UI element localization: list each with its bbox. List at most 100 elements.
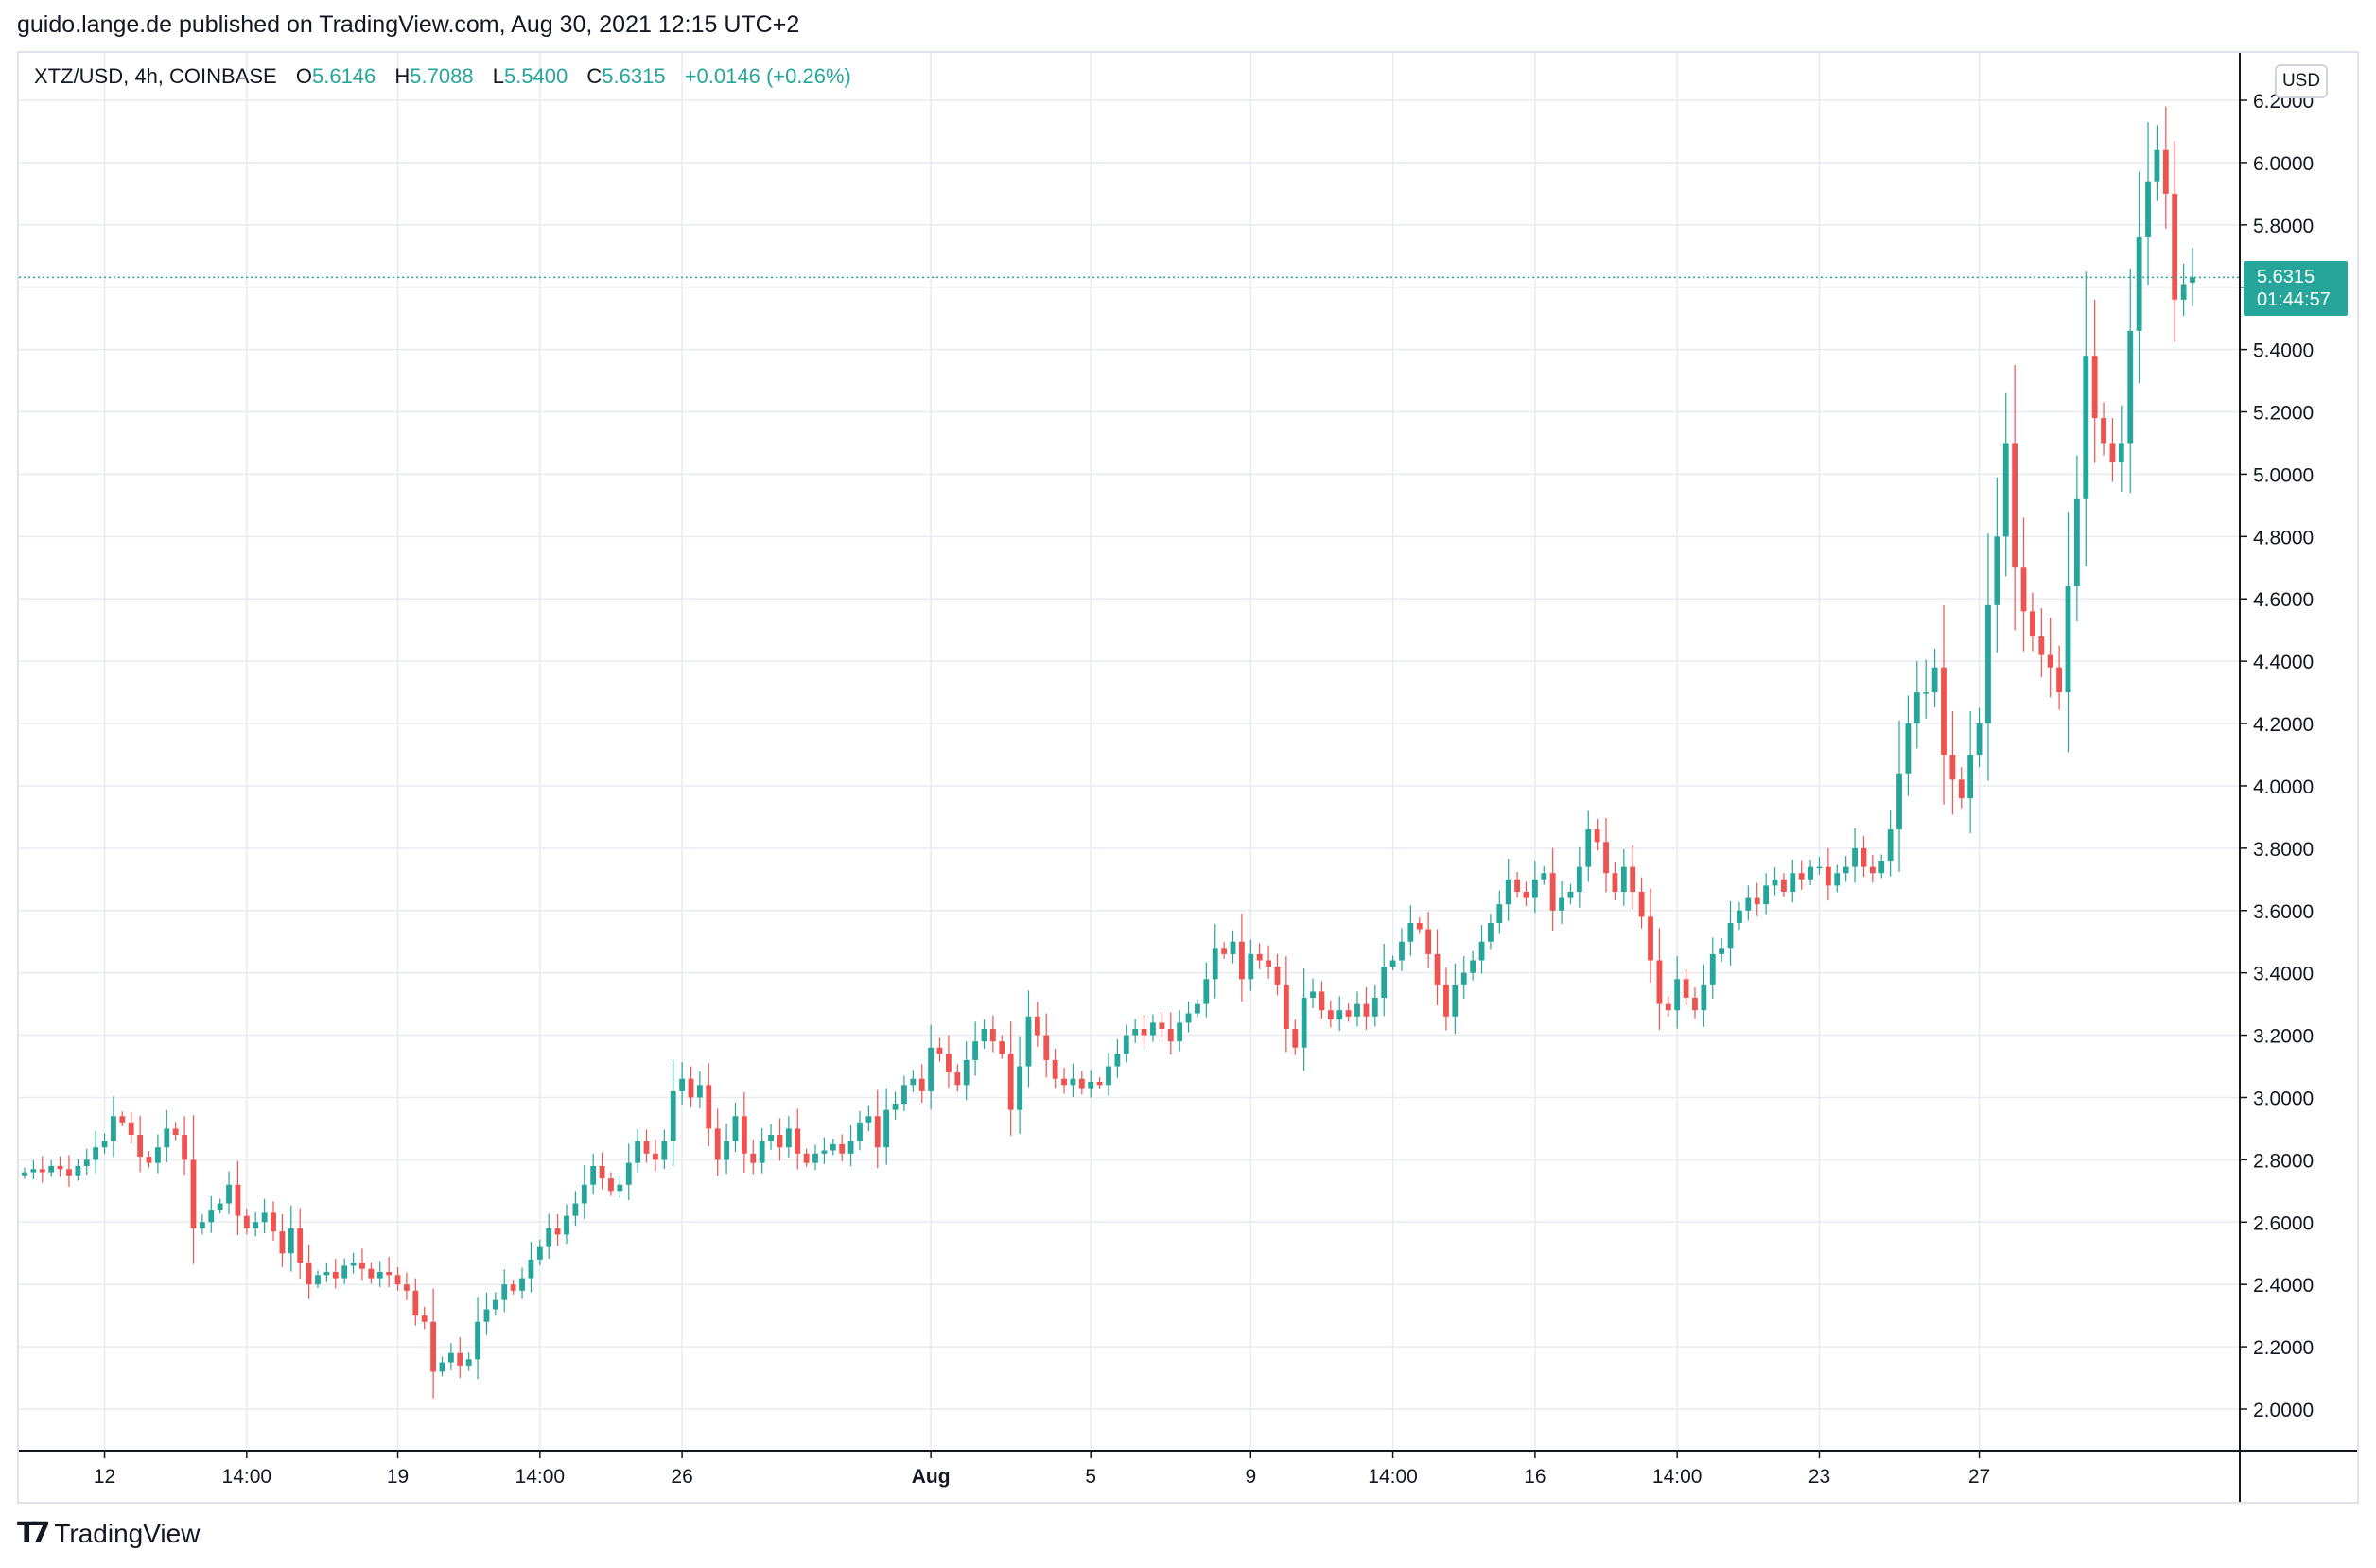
candle-body [1185, 1013, 1192, 1023]
candle-body [1834, 873, 1841, 886]
candle-body [341, 1265, 348, 1279]
candle-body [1896, 773, 1902, 830]
y-tick-label: 5.2000 [2253, 403, 2314, 425]
candle-body [1780, 879, 1787, 892]
candle-body [714, 1128, 721, 1160]
candle-body [599, 1165, 605, 1179]
candle-body [2073, 498, 2080, 587]
candle-body [572, 1203, 579, 1216]
candle-body [1283, 984, 1289, 1029]
candle-body [528, 1259, 534, 1279]
candle-body [1638, 891, 1645, 917]
candle-body [1701, 984, 1707, 1011]
candle-body [821, 1150, 828, 1154]
candle-body [1195, 1003, 1200, 1014]
symbol-legend: XTZ/USD, 4h, COINBASE O5.6146 H5.7088 L5… [34, 64, 851, 89]
candle-body [1496, 904, 1503, 923]
candle-body [2190, 277, 2195, 283]
candle-body [1336, 1010, 1343, 1020]
tradingview-logo[interactable]: T7 TradingView [17, 1517, 200, 1550]
candle-body [768, 1135, 774, 1141]
candle-body [1132, 1028, 1139, 1036]
candle-body [963, 1059, 970, 1086]
bar-countdown: 01:44:57 [2257, 289, 2331, 310]
candle-body [2145, 181, 2151, 237]
candle-body [1790, 873, 1796, 892]
candle-body [1292, 1028, 1299, 1048]
candle-body [226, 1184, 232, 1204]
candle-body [1665, 1003, 1671, 1011]
candle-body [1007, 1054, 1014, 1110]
candle-body [1594, 829, 1600, 843]
candle-body [999, 1041, 1005, 1054]
candle-body [1683, 979, 1689, 999]
candle-body [1238, 941, 1245, 980]
x-tick-label: 26 [671, 1466, 692, 1488]
candle-body [1603, 842, 1609, 874]
candle-body [724, 1141, 729, 1160]
high-label: H [394, 64, 411, 88]
symbol-label: XTZ/USD, 4h, COINBASE [34, 64, 277, 88]
candle-body [1301, 998, 1307, 1048]
candle-body [492, 1299, 498, 1310]
y-tick-label: 4.4000 [2253, 652, 2314, 673]
last-price-value: 5.6315 [2257, 267, 2315, 287]
candle-body [1354, 1003, 1360, 1017]
tradingview-logo-icon: T7 [17, 1517, 50, 1550]
candle-body [1017, 1066, 1022, 1110]
candle-body [928, 1047, 935, 1091]
candle-body [297, 1228, 304, 1263]
candle-body [1407, 922, 1414, 942]
candle-body [217, 1203, 223, 1211]
candle-body [1399, 941, 1405, 961]
candle-body [2101, 418, 2106, 444]
candle-body [57, 1165, 63, 1170]
candle-body [1612, 873, 1618, 892]
candle-body [199, 1222, 205, 1228]
candle-body [972, 1041, 979, 1060]
candle-body [1371, 998, 1378, 1017]
candle-body [510, 1284, 516, 1291]
candle-body [546, 1228, 552, 1247]
currency-button[interactable]: USD [2275, 64, 2328, 98]
candle-body [439, 1362, 446, 1372]
candle-body [839, 1143, 846, 1154]
candle-body [1656, 960, 1663, 1004]
candle-body [581, 1184, 587, 1204]
candle-body [981, 1028, 987, 1042]
candle-body [2118, 443, 2124, 462]
candle-body [1994, 536, 2000, 605]
close-label: C [586, 64, 603, 88]
candle-body [93, 1147, 99, 1160]
candle-body [1319, 991, 1325, 1011]
y-tick-label: 2.4000 [2253, 1275, 2314, 1297]
candle-body [359, 1263, 365, 1269]
candle-body [22, 1172, 27, 1176]
candle-body [1852, 847, 1858, 867]
candle-body [1452, 984, 1459, 1017]
y-tick-label: 4.8000 [2253, 527, 2314, 549]
candle-body [1141, 1028, 1147, 1036]
y-tick-label: 5.0000 [2253, 464, 2314, 486]
candle-body [865, 1116, 872, 1123]
candle-body [741, 1116, 747, 1154]
y-tick-label: 3.6000 [2253, 901, 2314, 923]
y-tick-label: 4.2000 [2253, 714, 2314, 736]
candle-body [1310, 991, 1316, 999]
x-tick-label: 27 [1968, 1466, 1990, 1488]
candle-body [2056, 667, 2063, 693]
last-price-tag: 5.6315 01:44:57 [2244, 261, 2348, 316]
candle-body [1674, 979, 1681, 1011]
candle-body [2038, 636, 2045, 655]
candle-body [2109, 443, 2116, 462]
candle-body [1088, 1082, 1094, 1089]
candle-body [1772, 879, 1778, 886]
candle-body [323, 1272, 330, 1276]
x-tick-label: 23 [1808, 1466, 1830, 1488]
y-tick-label: 3.4000 [2253, 964, 2314, 985]
candle-body [75, 1165, 81, 1176]
candle-body [1967, 755, 1974, 799]
candle-body [1931, 667, 1938, 693]
chart-frame[interactable] [17, 51, 2359, 1504]
